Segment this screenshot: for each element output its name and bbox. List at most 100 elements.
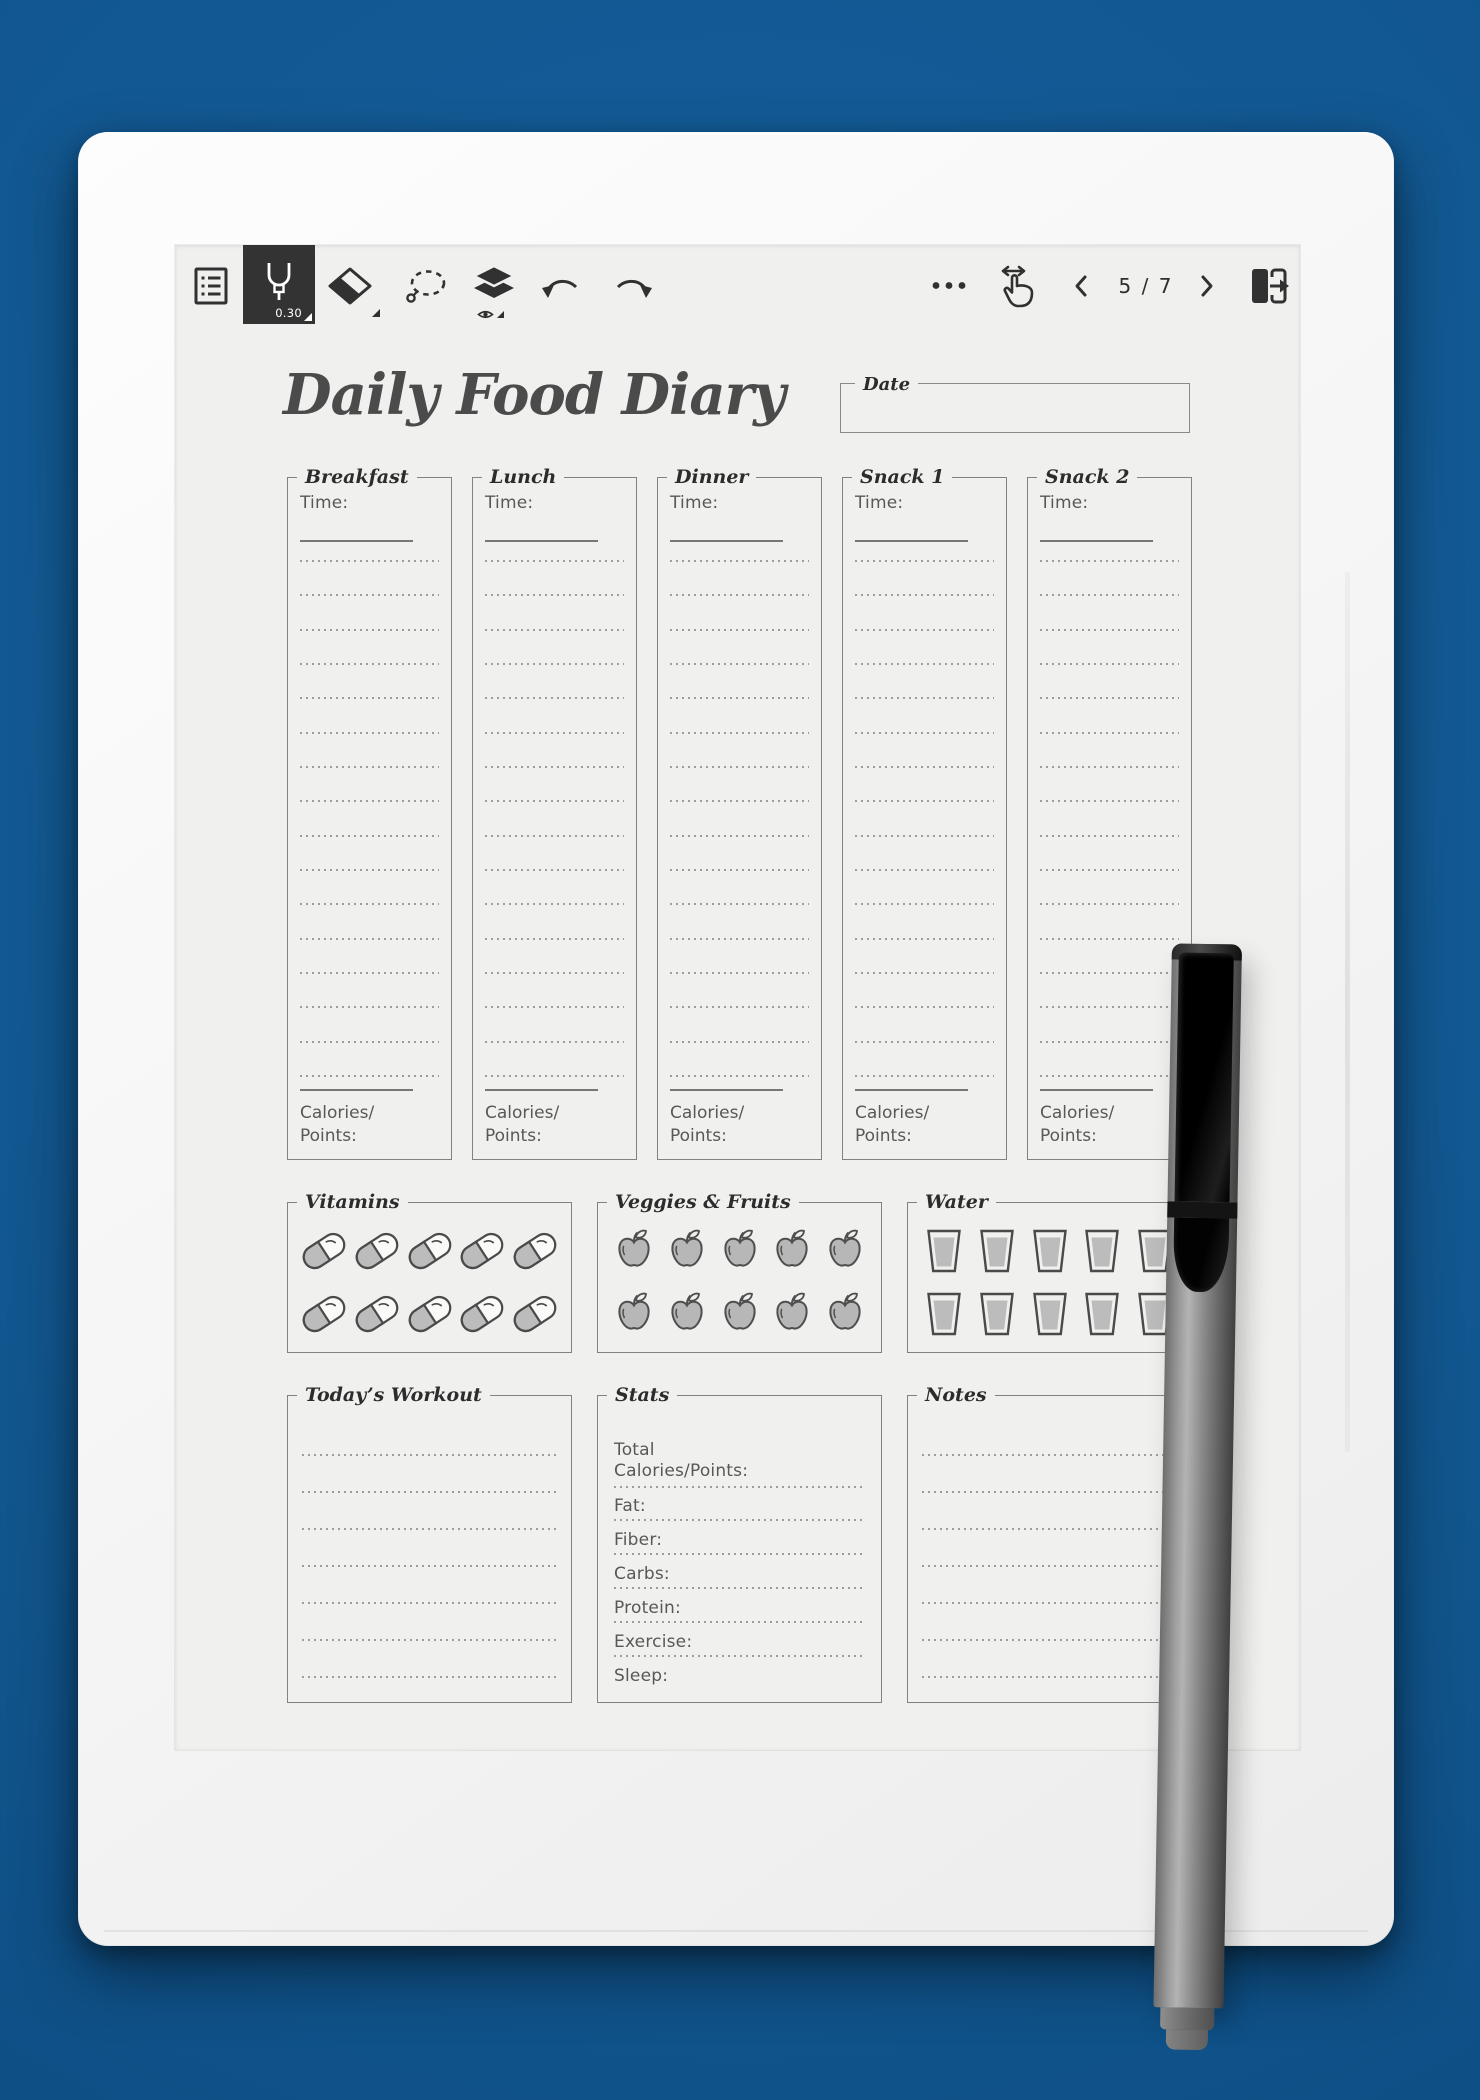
ruled-dotted-line[interactable] xyxy=(670,765,809,768)
water-glass-icon[interactable] xyxy=(918,1292,969,1336)
food-entry-lines[interactable] xyxy=(855,560,994,1077)
ruled-dotted-line[interactable] xyxy=(855,834,994,837)
ruled-dotted-line[interactable] xyxy=(485,765,624,768)
touch-gesture-button[interactable] xyxy=(995,261,1045,311)
ruled-dotted-line[interactable] xyxy=(1040,800,1179,803)
calories-writein-line[interactable] xyxy=(485,1089,598,1092)
apple-icon[interactable] xyxy=(608,1229,659,1273)
water-glass-icon[interactable] xyxy=(918,1229,969,1273)
ruled-dotted-line[interactable] xyxy=(855,800,994,803)
water-glass-icon[interactable] xyxy=(971,1292,1022,1336)
ruled-dotted-line[interactable] xyxy=(855,1040,994,1043)
ruled-dotted-line[interactable] xyxy=(670,628,809,631)
ruled-dotted-line[interactable] xyxy=(855,903,994,906)
water-glass-icon[interactable] xyxy=(971,1229,1022,1273)
ruled-dotted-line[interactable] xyxy=(1040,1074,1179,1077)
ruled-dotted-line[interactable] xyxy=(300,594,439,597)
ruled-dotted-line[interactable] xyxy=(1040,1040,1179,1043)
eraser-button[interactable] xyxy=(325,265,375,307)
ruled-dotted-line[interactable] xyxy=(300,1074,439,1077)
apple-icon[interactable] xyxy=(820,1229,871,1273)
ruled-dotted-line[interactable] xyxy=(1040,765,1179,768)
workout-entry-lines[interactable] xyxy=(302,1454,557,1678)
ruled-dotted-line[interactable] xyxy=(300,765,439,768)
ruled-dotted-line[interactable] xyxy=(300,697,439,700)
water-glass-icon[interactable] xyxy=(1024,1292,1075,1336)
pill-icon[interactable] xyxy=(351,1292,402,1336)
ruled-dotted-line[interactable] xyxy=(485,560,624,562)
ruled-dotted-line[interactable] xyxy=(1040,937,1179,940)
ruled-dotted-line[interactable] xyxy=(485,903,624,906)
ruled-dotted-line[interactable] xyxy=(855,628,994,631)
previous-page-button[interactable] xyxy=(1071,273,1091,299)
stat-writein-line[interactable] xyxy=(614,1621,865,1624)
ruled-dotted-line[interactable] xyxy=(922,1639,1177,1641)
ruled-dotted-line[interactable] xyxy=(485,800,624,803)
ruled-dotted-line[interactable] xyxy=(485,937,624,940)
ruled-dotted-line[interactable] xyxy=(670,834,809,837)
layer-visibility-control[interactable] xyxy=(473,307,507,321)
ruled-dotted-line[interactable] xyxy=(922,1528,1177,1530)
ruled-dotted-line[interactable] xyxy=(300,662,439,665)
pill-icon[interactable] xyxy=(457,1292,508,1336)
ruled-dotted-line[interactable] xyxy=(670,1074,809,1077)
redo-button[interactable] xyxy=(611,271,655,301)
ruled-dotted-line[interactable] xyxy=(855,662,994,665)
water-glass-icon[interactable] xyxy=(1077,1229,1128,1273)
ruled-dotted-line[interactable] xyxy=(485,628,624,631)
ruled-dotted-line[interactable] xyxy=(855,868,994,871)
ruled-dotted-line[interactable] xyxy=(485,834,624,837)
ruled-dotted-line[interactable] xyxy=(1040,903,1179,906)
time-writein-line[interactable] xyxy=(485,540,598,542)
ruled-dotted-line[interactable] xyxy=(855,1074,994,1077)
water-glass-icon[interactable] xyxy=(1077,1292,1128,1336)
time-writein-line[interactable] xyxy=(300,540,413,542)
ruled-dotted-line[interactable] xyxy=(302,1454,557,1456)
ruled-dotted-line[interactable] xyxy=(300,868,439,871)
food-entry-lines[interactable] xyxy=(485,560,624,1077)
ruled-dotted-line[interactable] xyxy=(485,971,624,974)
apple-icon[interactable] xyxy=(661,1229,712,1273)
ruled-dotted-line[interactable] xyxy=(855,731,994,734)
ruled-dotted-line[interactable] xyxy=(922,1602,1177,1604)
ruled-dotted-line[interactable] xyxy=(300,903,439,906)
ruled-dotted-line[interactable] xyxy=(302,1602,557,1604)
ruled-dotted-line[interactable] xyxy=(855,594,994,597)
pill-icon[interactable] xyxy=(404,1229,455,1273)
ruled-dotted-line[interactable] xyxy=(300,800,439,803)
apple-icon[interactable] xyxy=(661,1292,712,1336)
apple-icon[interactable] xyxy=(767,1229,818,1273)
ruled-dotted-line[interactable] xyxy=(485,662,624,665)
ruled-dotted-line[interactable] xyxy=(485,697,624,700)
ruled-dotted-line[interactable] xyxy=(300,628,439,631)
exit-button[interactable] xyxy=(1247,265,1293,307)
ruled-dotted-line[interactable] xyxy=(485,1006,624,1009)
pill-icon[interactable] xyxy=(351,1229,402,1273)
ruled-dotted-line[interactable] xyxy=(670,903,809,906)
ruled-dotted-line[interactable] xyxy=(300,834,439,837)
ruled-dotted-line[interactable] xyxy=(1040,971,1179,974)
pen-tool-button-selected[interactable]: 0.30 xyxy=(243,245,315,324)
ruled-dotted-line[interactable] xyxy=(670,800,809,803)
ruled-dotted-line[interactable] xyxy=(300,937,439,940)
apple-icon[interactable] xyxy=(820,1292,871,1336)
ruled-dotted-line[interactable] xyxy=(670,868,809,871)
ruled-dotted-line[interactable] xyxy=(1040,560,1179,562)
ruled-dotted-line[interactable] xyxy=(922,1454,1177,1456)
ruled-dotted-line[interactable] xyxy=(670,937,809,940)
ruled-dotted-line[interactable] xyxy=(670,560,809,562)
apple-icon[interactable] xyxy=(608,1292,659,1336)
stat-writein-line[interactable] xyxy=(614,1553,865,1556)
apple-icon[interactable] xyxy=(714,1229,765,1273)
calories-writein-line[interactable] xyxy=(1040,1089,1153,1092)
ruled-dotted-line[interactable] xyxy=(670,1040,809,1043)
pill-icon[interactable] xyxy=(404,1292,455,1336)
ruled-dotted-line[interactable] xyxy=(302,1528,557,1530)
next-page-button[interactable] xyxy=(1197,273,1217,299)
ruled-dotted-line[interactable] xyxy=(485,868,624,871)
date-field[interactable]: Date xyxy=(840,372,1190,433)
ruled-dotted-line[interactable] xyxy=(302,1639,557,1641)
ruled-dotted-line[interactable] xyxy=(855,765,994,768)
lasso-select-button[interactable] xyxy=(401,267,449,307)
ruled-dotted-line[interactable] xyxy=(1040,731,1179,734)
